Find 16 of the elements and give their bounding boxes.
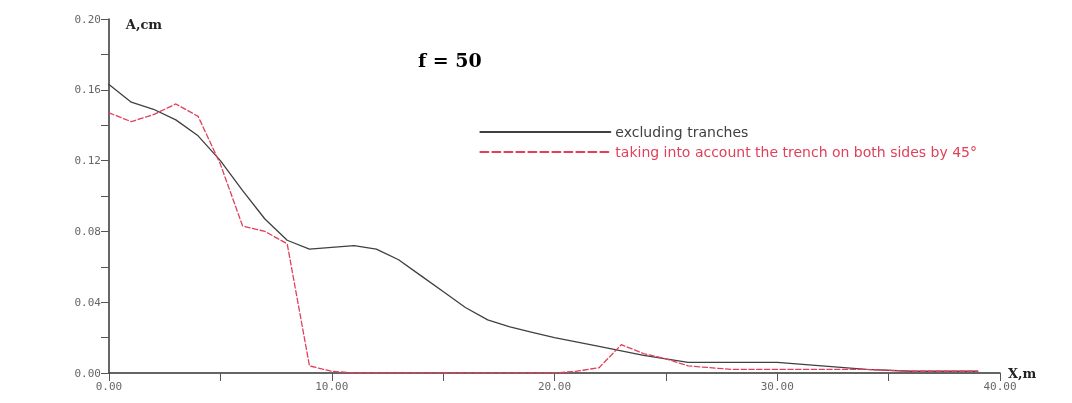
text: taking into account the trench on both sides by 45° bbox=[615, 144, 977, 160]
text: excluding tranches bbox=[615, 124, 749, 140]
x-tick-label: 40.00 bbox=[983, 380, 1017, 393]
x-axis-title: X,m bbox=[1008, 365, 1037, 381]
y-tick-label: 0.00 bbox=[74, 366, 101, 380]
y-tick-label: 0.08 bbox=[74, 224, 101, 238]
y-tick-label: 0.20 bbox=[74, 12, 101, 26]
annotation: f = 50 bbox=[418, 48, 482, 71]
y-tick-label: 0.04 bbox=[74, 295, 102, 309]
x-tick-label: 20.00 bbox=[537, 380, 572, 393]
x-tick-label: 0.00 bbox=[95, 380, 123, 393]
y-tick-label: 0.12 bbox=[74, 154, 101, 168]
y-axis-title: A,cm bbox=[124, 17, 163, 32]
y-tick-label: 0.16 bbox=[74, 83, 101, 97]
x-tick-label: 10.00 bbox=[315, 380, 349, 393]
x-tick-label: 30.00 bbox=[760, 380, 794, 393]
